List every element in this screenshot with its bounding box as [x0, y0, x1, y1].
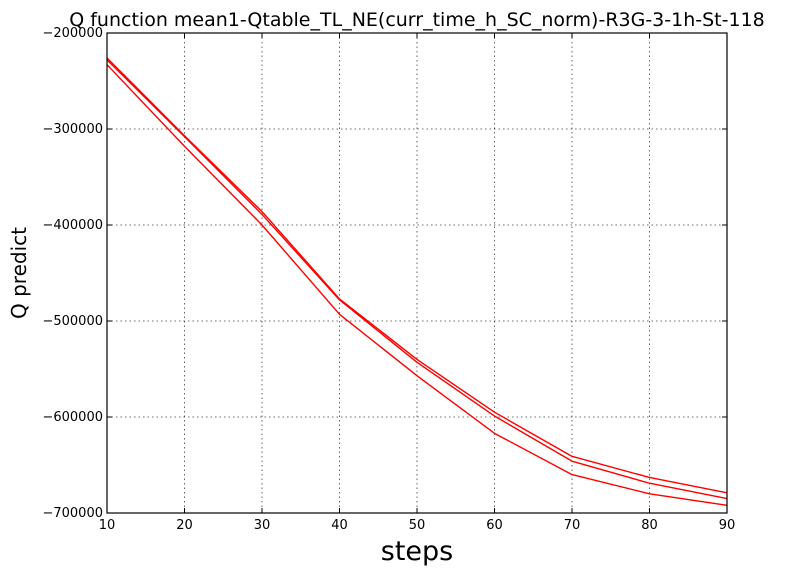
x-tick-label: 60 — [486, 518, 503, 533]
x-tick-label: 30 — [254, 518, 271, 533]
y-axis-label: Q predict — [7, 227, 31, 319]
x-tick-label: 70 — [564, 518, 581, 533]
chart-title: Q function mean1-Qtable_TL_NE(curr_time_… — [69, 9, 765, 31]
x-tick-label: 80 — [641, 518, 658, 533]
y-tick-label: −400000 — [42, 218, 103, 233]
x-tick-label: 10 — [99, 518, 116, 533]
x-tick-label: 40 — [331, 518, 348, 533]
y-tick-label: −700000 — [42, 506, 103, 521]
y-tick-label: −200000 — [42, 26, 103, 41]
series-lines — [106, 57, 728, 507]
x-tick-label: 90 — [719, 518, 736, 533]
grid — [106, 32, 728, 514]
y-tick-label: −600000 — [42, 410, 103, 425]
y-tick-label: −300000 — [42, 122, 103, 137]
series-line-1 — [106, 57, 728, 494]
series-line-3 — [106, 64, 728, 507]
x-axis-label: steps — [381, 536, 453, 567]
axis-ticks: 10 20 30 40 50 60 70 80 90 −200000 −300000 −400000 −… — [42, 26, 735, 533]
x-tick-label: 50 — [409, 518, 426, 533]
series-line-2 — [106, 59, 728, 500]
x-tick-label: 20 — [176, 518, 193, 533]
y-tick-label: −500000 — [42, 314, 103, 329]
